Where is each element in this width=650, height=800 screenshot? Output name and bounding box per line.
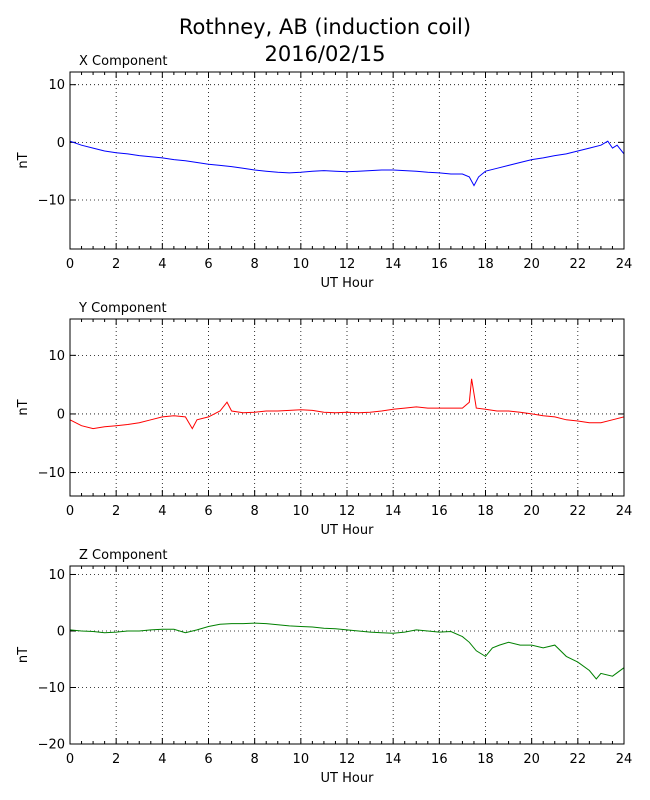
x-tick-label: 24 [616, 504, 633, 519]
y-tick-label: 10 [48, 78, 65, 93]
x-tick-label: 16 [431, 752, 448, 767]
panel-title: Y Component [78, 301, 167, 316]
data-line-1 [70, 140, 624, 187]
x-axis-label: UT Hour [321, 771, 375, 786]
plot-frame [69, 318, 625, 497]
x-tick-label: 22 [570, 257, 587, 272]
x-tick-label: 14 [385, 257, 402, 272]
y-axis-label: nT [16, 647, 31, 663]
x-tick-label: 0 [66, 257, 74, 272]
plot-frame [69, 71, 625, 250]
x-tick-label: 14 [385, 752, 402, 767]
y-tick-label: 0 [57, 136, 65, 151]
x-tick-label: 20 [523, 752, 540, 767]
y-tick-label: 10 [48, 349, 65, 364]
x-tick-label: 2 [112, 257, 120, 272]
x-tick-label: 4 [158, 504, 166, 519]
x-tick-label: 24 [616, 752, 633, 767]
x-tick-label: 20 [523, 257, 540, 272]
x-tick-label: 22 [570, 752, 587, 767]
panel-title: X Component [79, 54, 168, 69]
y-tick-label: 0 [57, 624, 65, 639]
x-tick-label: 24 [616, 257, 633, 272]
x-tick-label: 16 [431, 257, 448, 272]
x-tick-label: 10 [293, 257, 310, 272]
x-tick-label: 10 [293, 504, 310, 519]
x-axis-label: UT Hour [321, 276, 375, 291]
x-tick-label: 0 [66, 752, 74, 767]
x-tick-label: 20 [523, 504, 540, 519]
x-tick-label: 10 [293, 752, 310, 767]
y-tick-label: 10 [48, 568, 65, 583]
y-tick-label: 0 [57, 407, 65, 422]
x-tick-label: 12 [339, 504, 356, 519]
y-axis-label: nT [16, 152, 31, 168]
x-tick-label: 6 [204, 504, 212, 519]
x-tick-label: 8 [251, 752, 259, 767]
x-tick-label: 8 [251, 504, 259, 519]
x-tick-label: 14 [385, 504, 402, 519]
x-tick-label: 12 [339, 752, 356, 767]
x-tick-label: 22 [570, 504, 587, 519]
x-tick-label: 4 [158, 257, 166, 272]
x-tick-label: 2 [112, 504, 120, 519]
y-axis-label: nT [16, 399, 31, 415]
x-tick-label: 18 [477, 504, 494, 519]
x-tick-label: 8 [251, 257, 259, 272]
figure-title-line-2: 2016/02/15 [264, 42, 385, 66]
x-axis-label: UT Hour [321, 523, 375, 538]
y-tick-label: −10 [38, 466, 65, 481]
x-tick-label: 18 [477, 257, 494, 272]
x-tick-label: 0 [66, 504, 74, 519]
panel-title: Z Component [79, 548, 168, 563]
x-tick-label: 16 [431, 504, 448, 519]
y-tick-label: −10 [38, 681, 65, 696]
x-tick-label: 6 [204, 257, 212, 272]
x-tick-label: 12 [339, 257, 356, 272]
x-tick-label: 2 [112, 752, 120, 767]
x-tick-label: 18 [477, 752, 494, 767]
x-tick-label: 6 [204, 752, 212, 767]
y-tick-label: −20 [38, 738, 65, 753]
x-tick-label: 4 [158, 752, 166, 767]
data-line-1 [70, 622, 624, 680]
plot-frame [69, 565, 625, 745]
data-line-1 [70, 378, 624, 430]
y-tick-label: −10 [38, 193, 65, 208]
figure-title-line-1: Rothney, AB (induction coil) [179, 15, 471, 39]
